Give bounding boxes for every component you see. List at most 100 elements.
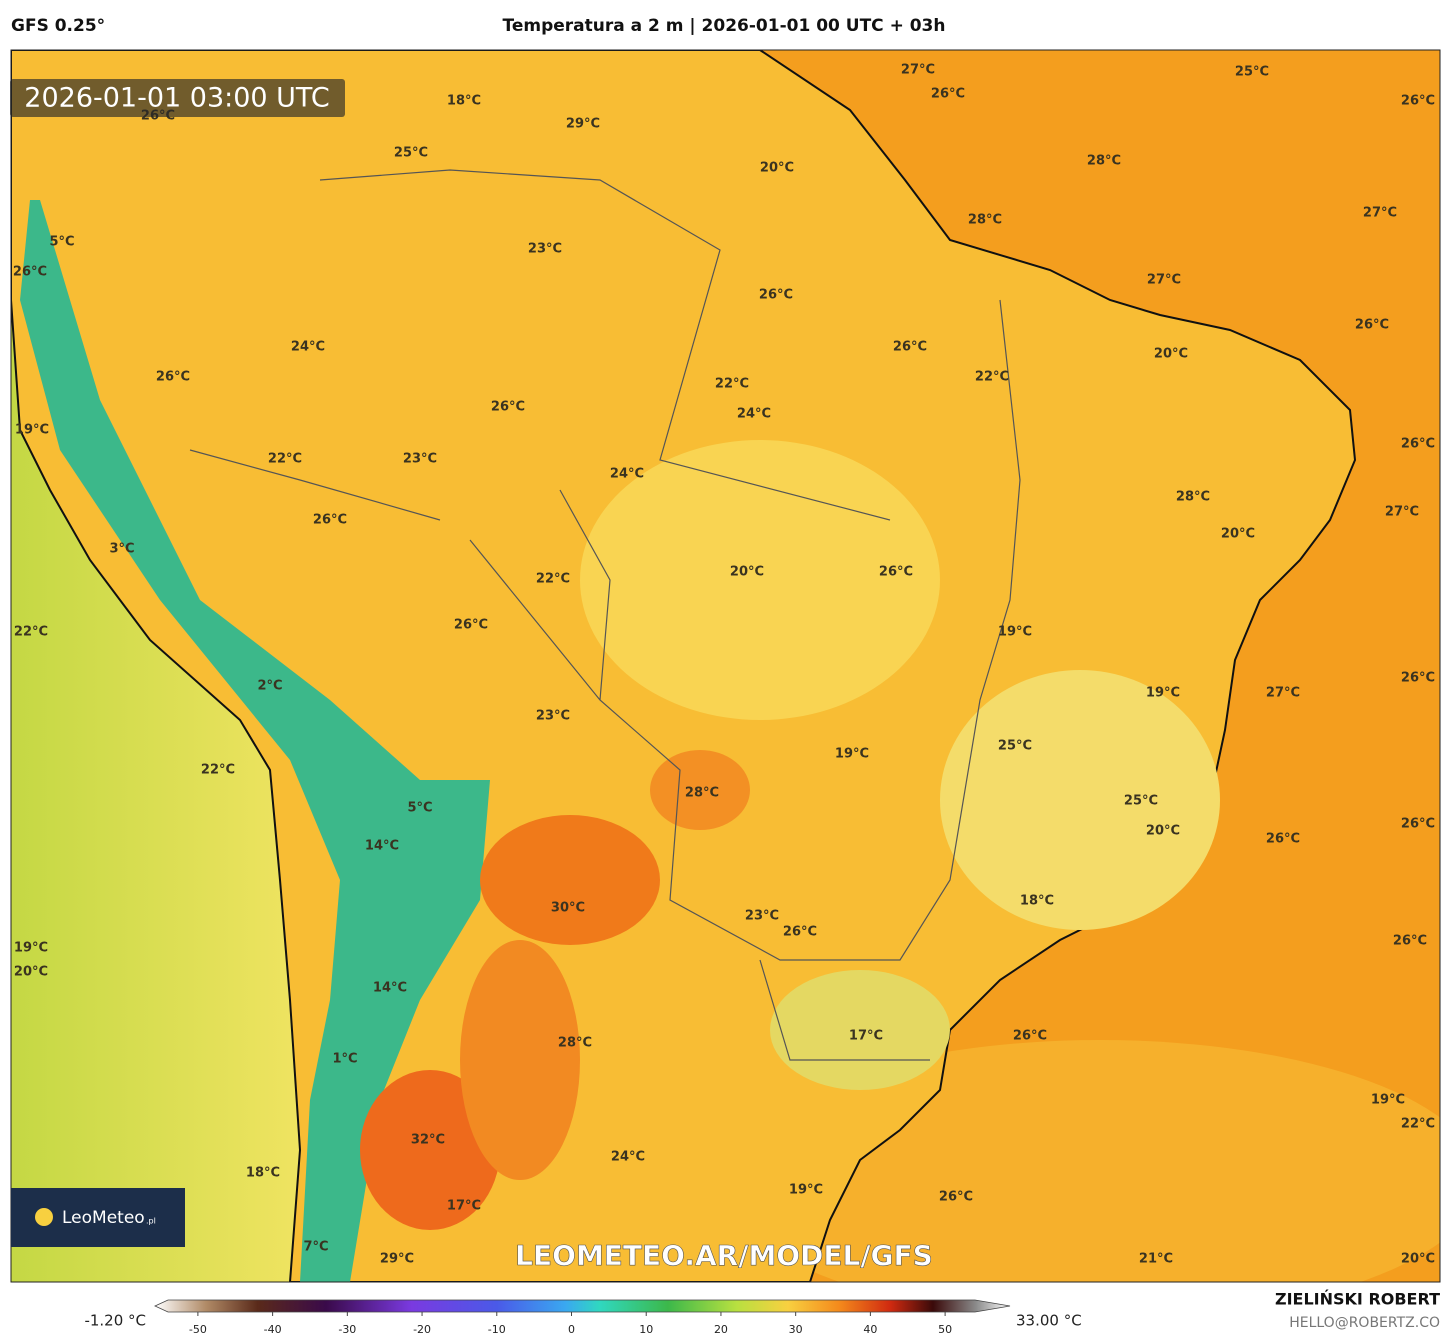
colorbar-tick-label: -50	[189, 1323, 207, 1336]
temperature-label: 26°C	[1401, 437, 1435, 452]
temperature-label: 26°C	[783, 925, 817, 940]
temperature-label: 26°C	[1266, 832, 1300, 847]
temperature-label: 18°C	[1020, 894, 1054, 909]
hot-area	[360, 1070, 500, 1230]
temperature-label: 27°C	[1266, 686, 1300, 701]
temperature-label: 18°C	[447, 94, 481, 109]
timestamp-box	[10, 79, 345, 117]
logo-sun	[35, 1208, 53, 1226]
colorbar-tick-label: 30	[789, 1323, 803, 1336]
logo-suffix: .pl	[146, 1217, 156, 1226]
temperature-label: 29°C	[566, 117, 600, 132]
temperature-label: 19°C	[1371, 1093, 1405, 1108]
temperature-label: 19°C	[835, 747, 869, 762]
temperature-label: 28°C	[1176, 490, 1210, 505]
cool-area	[580, 440, 940, 720]
temperature-label: 20°C	[1401, 1252, 1435, 1267]
temperature-label: 24°C	[291, 340, 325, 355]
temperature-label: 19°C	[15, 423, 49, 438]
colorbar-tick-label: 20	[714, 1323, 728, 1336]
temperature-label: 28°C	[558, 1036, 592, 1051]
temperature-label: 24°C	[610, 467, 644, 482]
colorbar-tick-label: 0	[568, 1323, 575, 1336]
temperature-label: 25°C	[394, 146, 428, 161]
temperature-label: 26°C	[931, 87, 965, 102]
model: GFS 0.25°	[11, 16, 105, 36]
temperature-label: 26°C	[893, 340, 927, 355]
colorbar-tick-label: 50	[938, 1323, 952, 1336]
borders	[189, 169, 1021, 1061]
temperature-label: 30°C	[551, 901, 585, 916]
title: Temperatura a 2 m | 2026-01-01 00 UTC + …	[503, 16, 946, 36]
temperature-label: 7°C	[303, 1240, 328, 1255]
temperature-label: 26°C	[313, 513, 347, 528]
colorbar-min: -1.20 °C	[84, 1312, 146, 1330]
temperature-label: 20°C	[730, 565, 764, 580]
temperature-label: 27°C	[901, 63, 935, 78]
temperature-label: 26°C	[1393, 934, 1427, 949]
temperature-label: 23°C	[528, 242, 562, 257]
temperature-label: 26°C	[1401, 94, 1435, 109]
temperature-label: 14°C	[373, 981, 407, 996]
temperature-label: 29°C	[380, 1252, 414, 1267]
temperature-label: 22°C	[14, 625, 48, 640]
temperature-label: 26°C	[13, 265, 47, 280]
temperature-label: 5°C	[407, 801, 432, 816]
logo: LeoMeteo	[62, 1208, 145, 1228]
colorbar-tick-label: -10	[488, 1323, 506, 1336]
temperature-label: 23°C	[745, 909, 779, 924]
colorbar-tick-label: -20	[413, 1323, 431, 1336]
temperature-label: 22°C	[715, 377, 749, 392]
temperature-label: 20°C	[1221, 527, 1255, 542]
timestamp: 2026-01-01 03:00 UTC	[24, 83, 329, 114]
labels: 27°C 25°C 26°C 26°C 18°C 26°C 29°C 25°C 28°C 20°C…	[13, 63, 1435, 1267]
temperature-label: 32°C	[411, 1133, 445, 1148]
temperature-label: 24°C	[611, 1150, 645, 1165]
temperature-label: 25°C	[1124, 794, 1158, 809]
temperature-label: 20°C	[760, 161, 794, 176]
temperature-label: 25°C	[1235, 65, 1269, 80]
temperature-label: 26°C	[1401, 671, 1435, 686]
temperature-label: 17°C	[447, 1199, 481, 1214]
andes	[20, 200, 490, 1282]
colorbar-tick-label: 40	[863, 1323, 877, 1336]
temperature-label: 19°C	[789, 1183, 823, 1198]
temperature-label: 28°C	[685, 786, 719, 801]
temperature-label: 2°C	[257, 679, 282, 694]
watermark: LEOMETEO.AR/MODEL/GFS	[515, 1239, 933, 1272]
temperature-label: 20°C	[1146, 824, 1180, 839]
temperature-label: 20°C	[1154, 347, 1188, 362]
map-frame	[10, 49, 1441, 1283]
hot-area	[480, 815, 660, 945]
temperature-label: 26°C	[879, 565, 913, 580]
temperature-label: 19°C	[1146, 686, 1180, 701]
colorbar-tick-label: 10	[639, 1323, 653, 1336]
temperature-label: 22°C	[1401, 1117, 1435, 1132]
colorbar-max: 33.00 °C	[1016, 1312, 1082, 1330]
temperature-label: 22°C	[201, 763, 235, 778]
colorbar-tick-label: -40	[264, 1323, 282, 1336]
temperature-label: 27°C	[1363, 206, 1397, 221]
temperature-label: 26°C	[1013, 1029, 1047, 1044]
temperature-label: 24°C	[737, 407, 771, 422]
email: HELLO@ROBERTZ.CO	[1289, 1315, 1440, 1331]
temperature-label: 23°C	[536, 709, 570, 724]
temperature-label: 23°C	[403, 452, 437, 467]
temperature-label: 26°C	[1401, 817, 1435, 832]
temperature-label: 26°C	[156, 370, 190, 385]
colorbar-gradient	[154, 1299, 1011, 1313]
author: ZIELIŃSKI ROBERT	[1275, 1290, 1440, 1309]
colorbar: -1.20 °C 33.00 °C -50 -40 -30 -20 -10 0 10 20 30…	[84, 1299, 1082, 1336]
temperature-label: 26°C	[939, 1190, 973, 1205]
hot-area	[650, 750, 750, 830]
temperature-label: 26°C	[1355, 318, 1389, 333]
temperature-label: 27°C	[1385, 505, 1419, 520]
temperature-label: 21°C	[1139, 1252, 1173, 1267]
temperature-label: 14°C	[365, 839, 399, 854]
temperature-label: 22°C	[536, 572, 570, 587]
temperature-label: 19°C	[998, 625, 1032, 640]
temperature-label: 28°C	[968, 213, 1002, 228]
temperature-label: 20°C	[14, 965, 48, 980]
map: 27°C 25°C 26°C 26°C 18°C 26°C 29°C 25°C 28°C 20°C…	[11, 50, 1440, 1282]
